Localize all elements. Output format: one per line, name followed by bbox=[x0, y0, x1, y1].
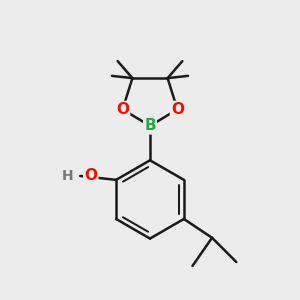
Text: O: O bbox=[171, 102, 184, 117]
Text: B: B bbox=[144, 118, 156, 134]
Text: O: O bbox=[116, 102, 129, 117]
Text: O: O bbox=[84, 168, 97, 183]
Text: H: H bbox=[61, 169, 73, 183]
